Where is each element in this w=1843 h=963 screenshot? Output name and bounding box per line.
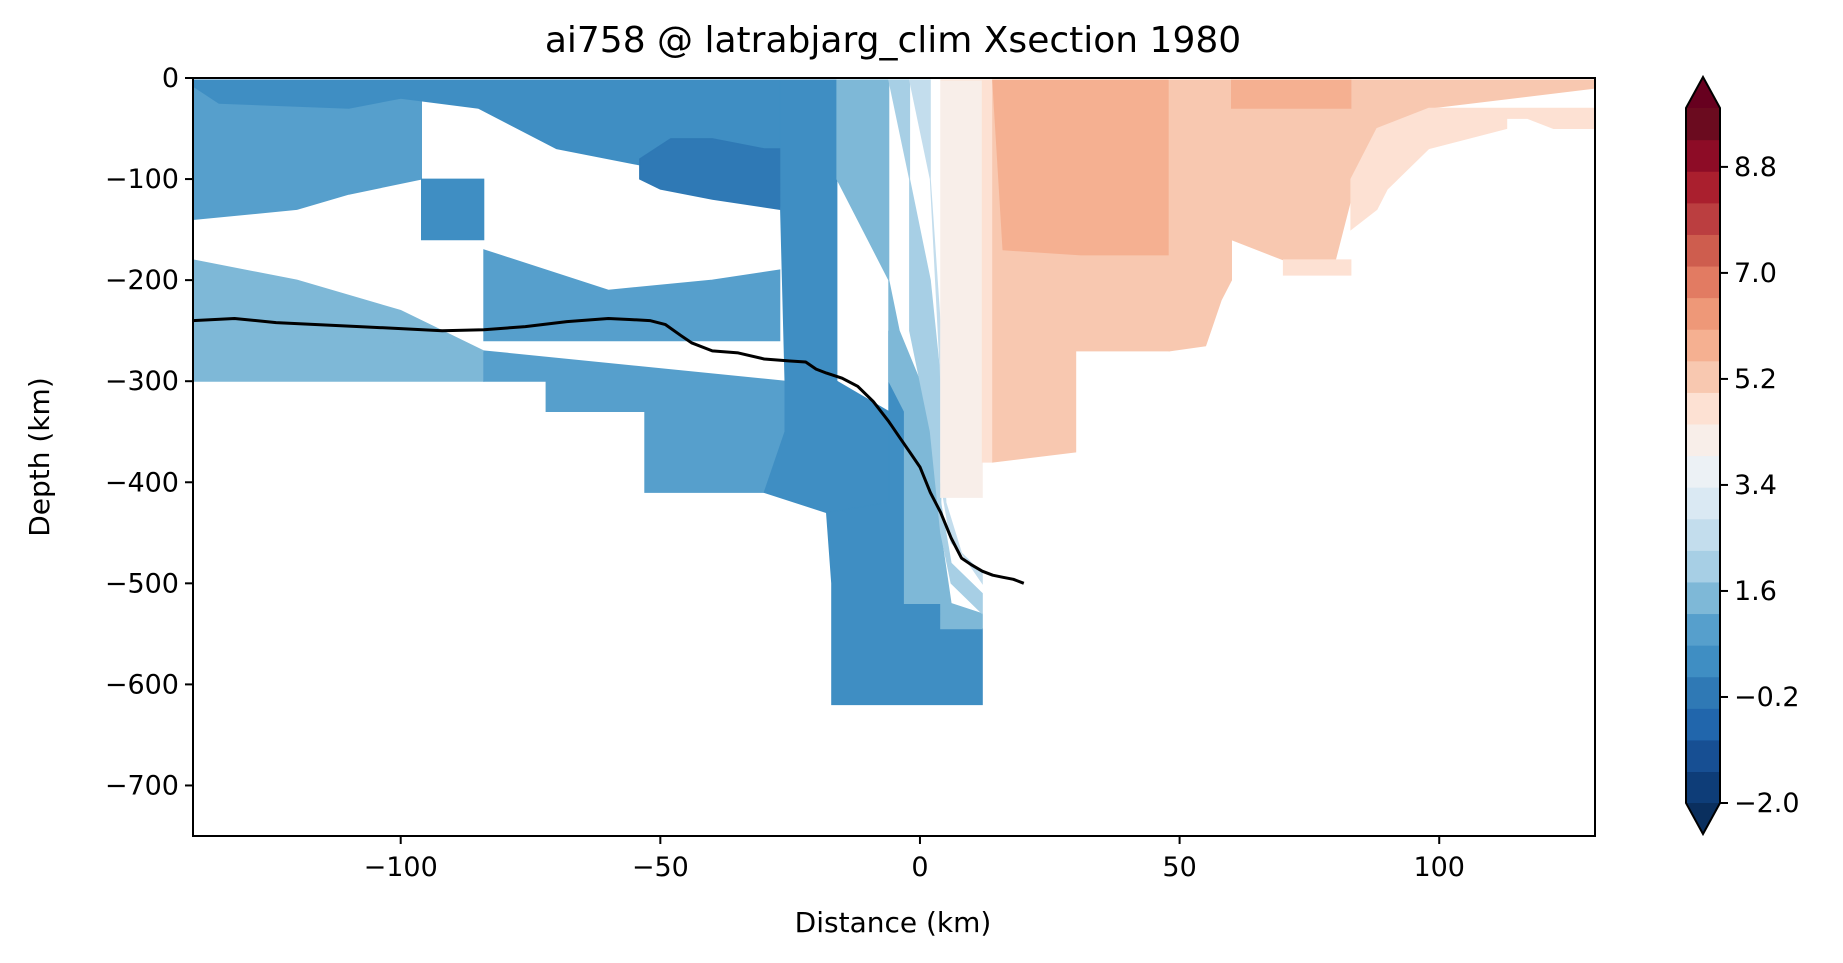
colorbar-tick-label: 3.4 <box>1734 470 1777 501</box>
x-tick-label: 0 <box>911 852 928 883</box>
band-19 <box>1075 320 1170 352</box>
band-6 <box>421 178 485 241</box>
band-8 <box>639 138 781 210</box>
colorbar-segment <box>1686 487 1720 520</box>
colorbar-tick-label: 7.0 <box>1734 258 1777 289</box>
x-tick-label: 50 <box>1162 852 1196 883</box>
profile-line <box>193 317 1025 585</box>
colorbar-segment <box>1686 234 1720 267</box>
colorbar-tick-label: −0.2 <box>1734 682 1800 713</box>
colorbar-segment <box>1686 455 1720 488</box>
colorbar-segment <box>1686 550 1720 583</box>
band-2 <box>193 80 485 352</box>
band-14 <box>940 79 994 463</box>
colorbar-tick-label: −2.0 <box>1734 788 1800 819</box>
band-17 <box>992 79 1170 256</box>
colorbar-segment <box>1686 392 1720 425</box>
y-tick-label: −400 <box>105 467 179 498</box>
colorbar-segment <box>1686 518 1720 551</box>
colorbar-segment <box>1686 739 1720 773</box>
y-tick-label: −600 <box>105 669 179 700</box>
colorbar-segment <box>1686 613 1720 646</box>
colorbar-segment <box>1686 708 1720 741</box>
colorbar-segment <box>1686 645 1720 678</box>
y-tick-label: −200 <box>105 265 179 296</box>
colorbar-segment <box>1686 423 1720 457</box>
y-tick-label: 0 <box>162 63 179 94</box>
plot-frame <box>192 77 1596 837</box>
band-1 <box>483 350 786 493</box>
band-22 <box>1282 259 1352 276</box>
x-tick-label: −50 <box>632 852 689 883</box>
colorbar-segment <box>1686 360 1720 393</box>
band-24 <box>1231 79 1352 109</box>
plot-area <box>192 77 1596 837</box>
x-tick-label: 100 <box>1413 852 1465 883</box>
x-axis-label: Distance (km) <box>795 906 992 939</box>
band-5 <box>483 249 781 342</box>
colorbar-segment <box>1686 329 1720 362</box>
y-tick-label: −500 <box>105 568 179 599</box>
y-tick-label: −100 <box>105 164 179 195</box>
colorbar-extend-max <box>1686 77 1720 108</box>
chart-title: ai758 @ latrabjarg_clim Xsection 1980 <box>545 20 1241 61</box>
band-23 <box>1350 107 1595 231</box>
x-tick-label: −100 <box>364 852 438 883</box>
temperature-bands <box>193 79 1595 706</box>
colorbar-segment <box>1686 676 1720 709</box>
colorbar-tick-label: 1.6 <box>1734 576 1777 607</box>
colorbar-segment <box>1686 108 1720 141</box>
colorbar-segment <box>1686 581 1720 615</box>
y-tick-label: −300 <box>105 366 179 397</box>
colorbar-tick-label: 5.2 <box>1734 364 1777 395</box>
y-axis: 0 −100 −200 −300 −400 −500 −600 −700 <box>105 63 193 801</box>
colorbar-segment <box>1686 297 1720 330</box>
y-tick-label: −700 <box>105 770 179 801</box>
colorbar-segment <box>1686 171 1720 204</box>
colorbar-extend-min <box>1686 803 1720 834</box>
colorbar-segment <box>1686 139 1720 172</box>
band-13 <box>940 79 983 498</box>
colorbar-segment <box>1686 202 1720 235</box>
y-axis-label: Depth (km) <box>23 377 56 537</box>
colorbar: −2.0 −0.2 1.6 3.4 5.2 7.0 8.8 <box>1685 74 1800 837</box>
colorbar-segment <box>1686 265 1720 299</box>
colorbar-tick-label: 8.8 <box>1734 152 1777 183</box>
colorbar-segment <box>1686 771 1720 804</box>
line-layer <box>193 317 1025 585</box>
band-11 <box>888 79 983 615</box>
x-axis: −100 −50 0 50 100 <box>364 836 1465 883</box>
